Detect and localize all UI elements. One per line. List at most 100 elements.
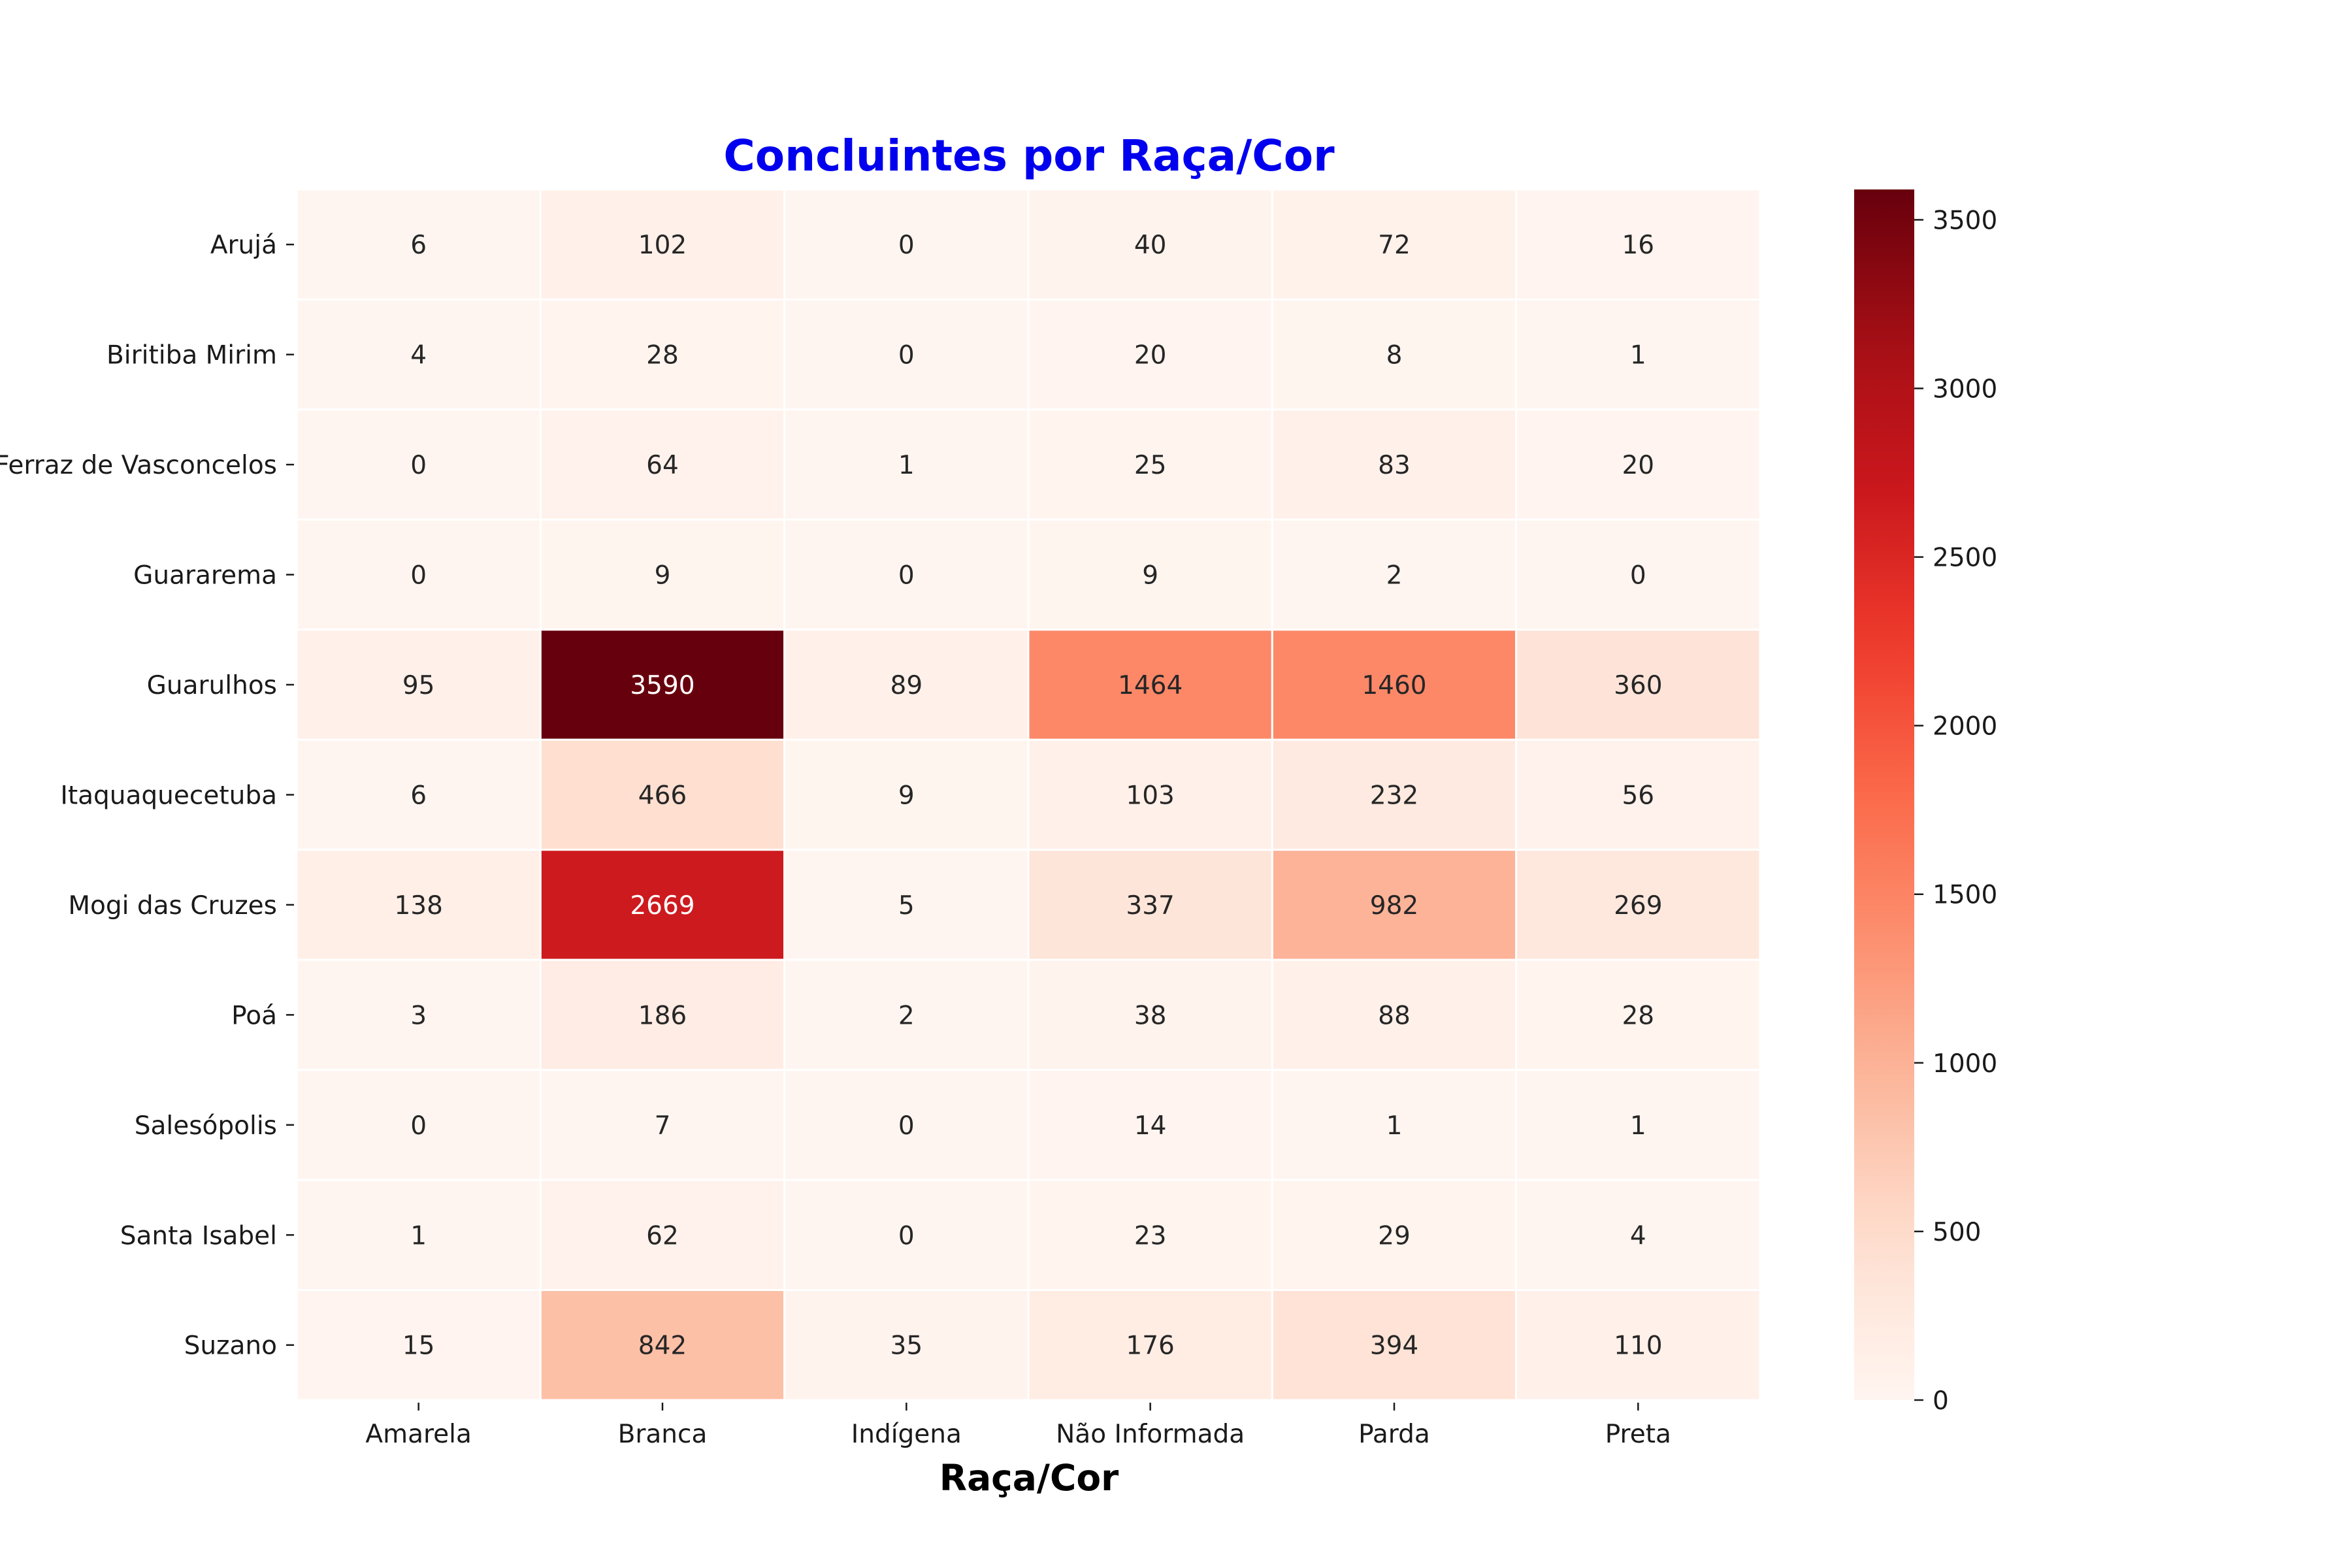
- cell-value-label: 7: [655, 1111, 671, 1141]
- heatmap-cell: [783, 629, 1030, 741]
- column-label: Parda: [1358, 1420, 1430, 1449]
- heatmap-cell: [1515, 188, 1761, 301]
- cell-value-label: 23: [1134, 1221, 1167, 1250]
- cell-value-label: 56: [1622, 781, 1654, 810]
- cell-value-label: 1464: [1118, 671, 1183, 700]
- row-label: Guarulhos: [147, 671, 277, 700]
- cell-value-label: 1: [898, 451, 915, 480]
- heatmap-cell: [295, 188, 542, 301]
- cell-value-label: 2: [898, 1001, 915, 1030]
- heatmap-cell: [1515, 958, 1761, 1071]
- cell-value-label: 9: [898, 781, 915, 810]
- cell-value-label: 1: [1630, 341, 1646, 370]
- row-label: Biritiba Mirim: [106, 341, 277, 370]
- heatmap-cell: [295, 1069, 542, 1181]
- cell-value-label: 62: [646, 1221, 679, 1250]
- cell-value-label: 138: [394, 891, 442, 921]
- heatmap-cell: [1271, 408, 1518, 521]
- cell-value-label: 1: [410, 1221, 427, 1250]
- cell-value-label: 0: [410, 561, 427, 591]
- heatmap-cell: [1271, 738, 1518, 851]
- cell-value-label: 176: [1126, 1331, 1174, 1361]
- colorbar-tick-label: 500: [1933, 1218, 1981, 1247]
- heatmap-cell: [1515, 1069, 1761, 1181]
- row-label: Ferraz de Vasconcelos: [0, 451, 277, 480]
- heatmap-cell: [539, 188, 786, 301]
- cell-value-label: 269: [1614, 891, 1662, 921]
- colorbar-tick-label: 1000: [1933, 1049, 1997, 1079]
- column-label: Amarela: [365, 1420, 471, 1449]
- colorbar-tick-label: 3500: [1933, 206, 1997, 235]
- cell-value-label: 0: [1630, 561, 1646, 591]
- cell-value-label: 9: [1142, 561, 1158, 591]
- cell-value-label: 0: [410, 1111, 427, 1141]
- cell-value-label: 337: [1126, 891, 1174, 921]
- heatmap-cell: [539, 408, 786, 521]
- cell-value-label: 8: [1386, 341, 1403, 370]
- heatmap-cell: [1027, 298, 1273, 411]
- cell-value-label: 95: [402, 671, 435, 700]
- heatmap-cell: [539, 1069, 786, 1181]
- heatmap-cell: [1271, 958, 1518, 1071]
- row-label: Arujá: [210, 231, 277, 260]
- cell-value-label: 40: [1134, 231, 1167, 260]
- heatmap-cell: [783, 958, 1030, 1071]
- heatmap-cell: [295, 1179, 542, 1292]
- cell-value-label: 1460: [1362, 671, 1426, 700]
- cell-value-label: 4: [1630, 1221, 1646, 1250]
- cell-value-label: 38: [1134, 1001, 1167, 1030]
- cell-value-label: 2: [1386, 561, 1403, 591]
- heatmap-cell: [539, 1179, 786, 1292]
- column-label: Não Informada: [1056, 1420, 1245, 1449]
- row-label: Suzano: [184, 1331, 277, 1361]
- cell-value-label: 89: [890, 671, 923, 700]
- cell-value-label: 842: [638, 1331, 687, 1361]
- cell-value-label: 0: [898, 1221, 915, 1250]
- cell-value-label: 3: [410, 1001, 427, 1030]
- cell-value-label: 83: [1378, 451, 1411, 480]
- heatmap-cell: [1027, 518, 1273, 631]
- column-label: Indígena: [851, 1420, 962, 1449]
- cell-value-label: 14: [1134, 1111, 1167, 1141]
- cell-value-label: 5: [898, 891, 915, 921]
- heatmap-cell: [1271, 629, 1518, 741]
- cell-value-label: 232: [1370, 781, 1418, 810]
- heatmap-cell: [1515, 518, 1761, 631]
- cell-value-label: 9: [655, 561, 671, 591]
- heatmap-cell: [1515, 629, 1761, 741]
- heatmap-cell: [295, 849, 542, 961]
- heatmap-cell: [1271, 1069, 1518, 1181]
- heatmap-cell: [539, 849, 786, 961]
- column-label: Branca: [618, 1420, 708, 1449]
- cell-value-label: 2669: [630, 891, 694, 921]
- colorbar-tick-label: 0: [1933, 1386, 1949, 1416]
- cell-value-label: 4: [410, 341, 427, 370]
- cell-value-label: 110: [1614, 1331, 1662, 1361]
- cell-value-label: 64: [646, 451, 679, 480]
- cell-value-label: 1: [1630, 1111, 1646, 1141]
- heatmap-cell: [1027, 408, 1273, 521]
- column-label: Preta: [1605, 1420, 1671, 1449]
- chart-title: Concluintes por Raça/Cor: [723, 131, 1335, 181]
- heatmap-cell: [1027, 188, 1273, 301]
- cell-value-label: 0: [898, 341, 915, 370]
- heatmap-cells: [295, 188, 1761, 1401]
- heatmap-cell: [783, 1069, 1030, 1181]
- row-label: Poá: [231, 1001, 277, 1030]
- cell-value-label: 360: [1614, 671, 1662, 700]
- cell-value-label: 186: [638, 1001, 687, 1030]
- cell-value-label: 20: [1622, 451, 1654, 480]
- cell-value-label: 88: [1378, 1001, 1411, 1030]
- row-label: Salesópolis: [135, 1111, 277, 1141]
- row-label: Mogi das Cruzes: [68, 891, 277, 921]
- cell-value-label: 0: [410, 451, 427, 480]
- colorbar-tick-label: 1500: [1933, 881, 1997, 910]
- cell-value-label: 103: [1126, 781, 1174, 810]
- colorbar-tick-label: 2500: [1933, 544, 1997, 573]
- heatmap-cell: [539, 1289, 786, 1401]
- heatmap-cell: [1515, 849, 1761, 961]
- heatmap-cell: [783, 188, 1030, 301]
- cell-value-label: 6: [410, 231, 427, 260]
- cell-value-label: 25: [1134, 451, 1167, 480]
